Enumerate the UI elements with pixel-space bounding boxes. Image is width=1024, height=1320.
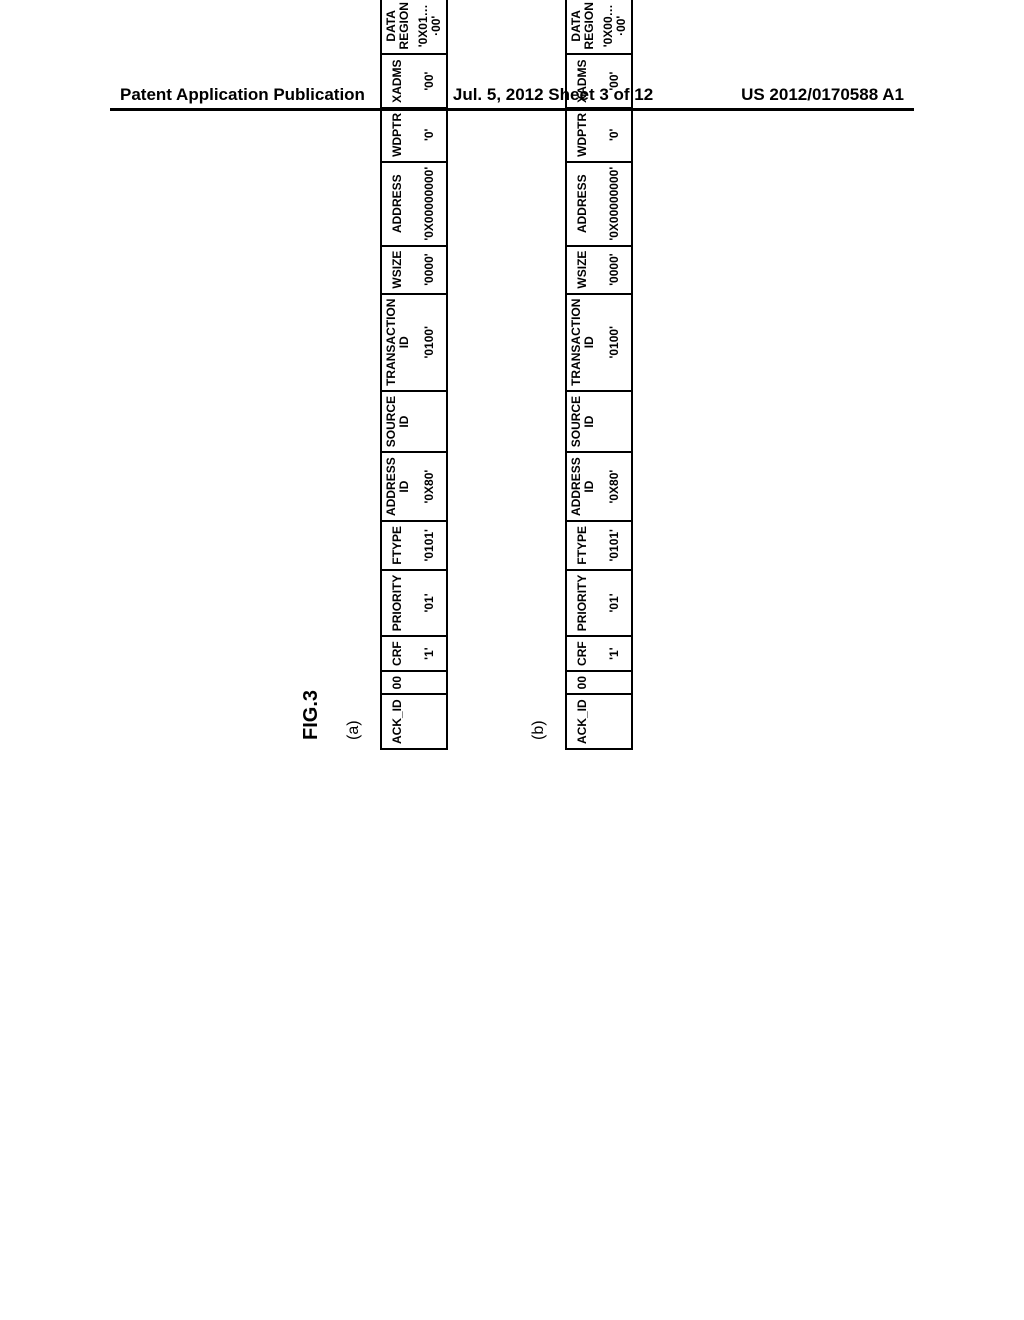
header-ackid: ACK_ID [566,694,599,749]
table-header-row: ACK_ID 00 CRF PRIORITY FTYPE ADDRESS ID … [566,0,599,749]
header-sourceid: SOURCE ID [381,391,414,452]
header-ftype: FTYPE [381,521,414,570]
header-addressid: ADDRESS ID [566,452,599,521]
value-wsize: '0000' [414,246,447,294]
value-priority: '01' [414,570,447,637]
header-ftype: FTYPE [566,521,599,570]
value-ackid [599,694,632,749]
header-oo: 00 [381,671,414,694]
header-crf: CRF [566,636,599,671]
packet-table-a: ACK_ID 00 CRF PRIORITY FTYPE ADDRESS ID … [380,0,448,750]
value-priority: '01' [599,570,632,637]
header-wdptr: WDPTR [566,108,599,162]
value-xadms: '00' [414,54,447,107]
header-left: Patent Application Publication [120,85,365,105]
header-wsize: WSIZE [566,246,599,294]
header-right: US 2012/0170588 A1 [741,85,904,105]
header-addressid: ADDRESS ID [381,452,414,521]
header-xadms: XADMS [381,54,414,107]
header-address: ADDRESS [566,162,599,246]
value-wdptr: '0' [414,108,447,162]
value-ftype: '0101' [599,521,632,570]
value-addressid: '0X80' [414,452,447,521]
value-ackid [414,694,447,749]
value-wsize: '0000' [599,246,632,294]
header-dataregion: DATA REGION [566,0,599,54]
header-xadms: XADMS [566,54,599,107]
value-crf: '1' [599,636,632,671]
header-priority: PRIORITY [381,570,414,637]
subfigure-b-label: (b) [530,720,548,740]
header-priority: PRIORITY [566,570,599,637]
packet-table-b: ACK_ID 00 CRF PRIORITY FTYPE ADDRESS ID … [565,0,633,750]
value-dataregion: '0X00…·00' [599,0,632,54]
header-divider [110,108,914,111]
header-address: ADDRESS [381,162,414,246]
header-wdptr: WDPTR [381,108,414,162]
value-address: '0X00000000' [414,162,447,246]
header-wsize: WSIZE [381,246,414,294]
header-dataregion: DATA REGION [381,0,414,54]
table-header-row: ACK_ID 00 CRF PRIORITY FTYPE ADDRESS ID … [381,0,414,749]
value-dataregion: '0X01…·00' [414,0,447,54]
header-crf: CRF [381,636,414,671]
value-transid: '0100' [599,294,632,391]
page-header: Patent Application Publication Jul. 5, 2… [0,85,1024,105]
header-ackid: ACK_ID [381,694,414,749]
figure-label: FIG.3 [300,690,323,740]
header-oo: 00 [566,671,599,694]
value-ftype: '0101' [414,521,447,570]
table-value-row: '1' '01' '0101' '0X80' '0100' '0000' '0X… [599,0,632,749]
header-transid: TRANSACTION ID [381,294,414,391]
header-transid: TRANSACTION ID [566,294,599,391]
value-oo [599,671,632,694]
value-wdptr: '0' [599,108,632,162]
header-sourceid: SOURCE ID [566,391,599,452]
value-addressid: '0X80' [599,452,632,521]
value-xadms: '00' [599,54,632,107]
value-oo [414,671,447,694]
value-transid: '0100' [414,294,447,391]
subfigure-a-label: (a) [345,720,363,740]
table-value-row: '1' '01' '0101' '0X80' '0100' '0000' '0X… [414,0,447,749]
value-crf: '1' [414,636,447,671]
value-sourceid [414,391,447,452]
value-sourceid [599,391,632,452]
value-address: '0X00000000' [599,162,632,246]
